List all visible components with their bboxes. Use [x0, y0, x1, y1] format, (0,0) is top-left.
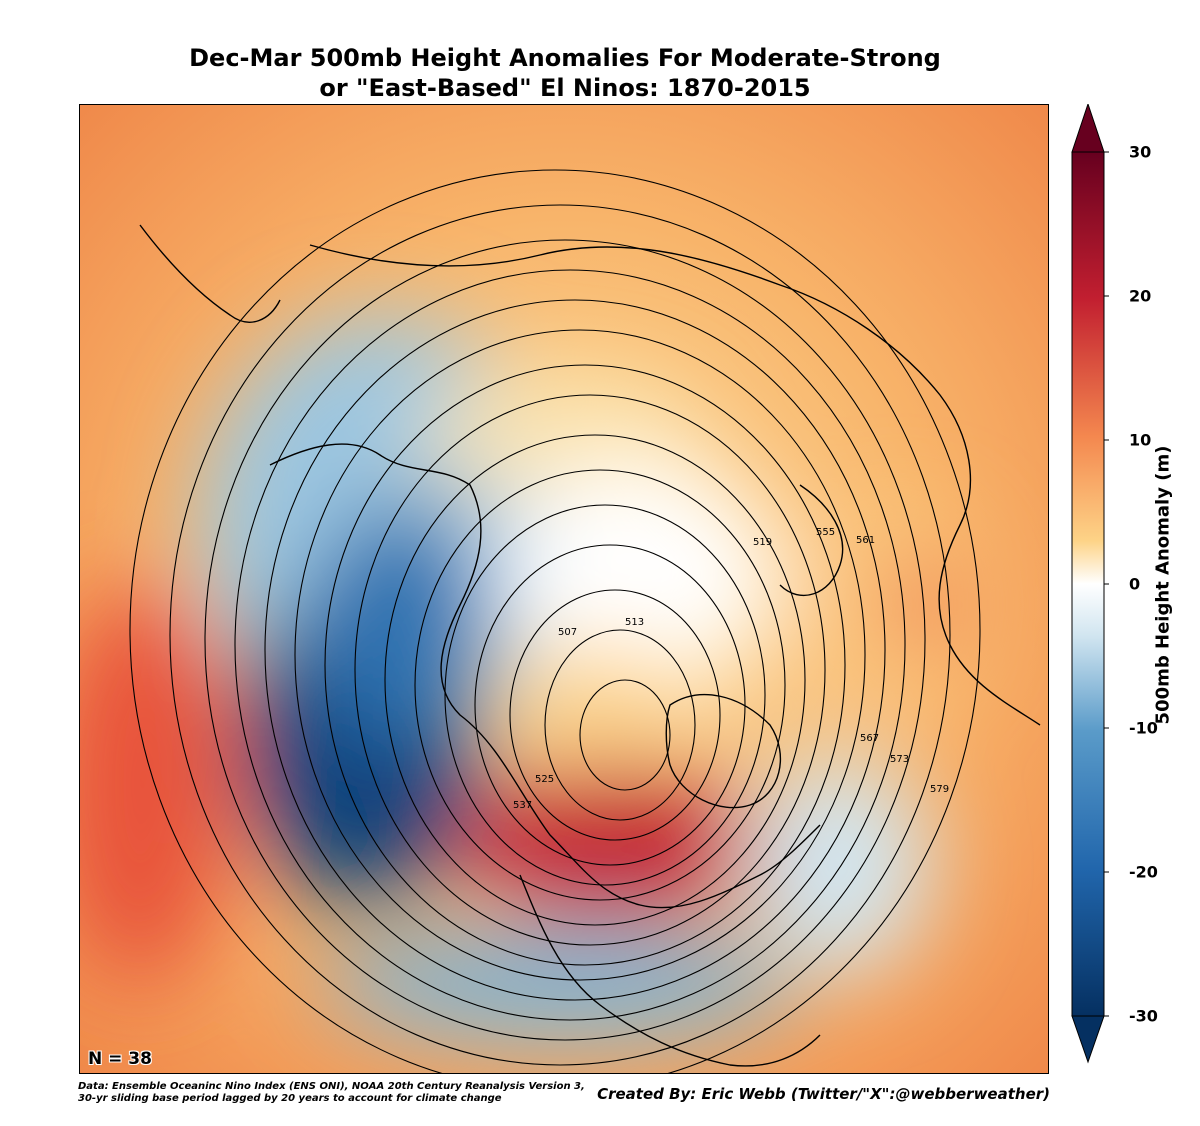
kamchatka-outline — [139, 224, 281, 323]
colorbar-tick-label: -30 — [1129, 1006, 1158, 1026]
contour-line — [234, 269, 906, 1021]
height-contours — [129, 169, 981, 1073]
data-source-note: Data: Ensemble Oceaninc Nino Index (ENS … — [78, 1081, 585, 1105]
contour-line — [384, 434, 806, 926]
eurasia-north-coast — [309, 244, 1041, 726]
arctic-neutral-area — [500, 465, 780, 685]
map-title-line1: Dec-Mar 500mb Height Anomalies For Moder… — [189, 44, 941, 72]
contour-label: 519 — [753, 537, 772, 548]
sample-size-label: N = 38 — [88, 1049, 152, 1069]
arctic-warm-area — [510, 645, 690, 765]
contour-line — [414, 469, 786, 901]
author-credit: Created By: Eric Webb (Twitter/"X":@webb… — [597, 1085, 1050, 1103]
contour-label: 573 — [890, 754, 909, 765]
anomaly-blobs — [80, 315, 980, 1040]
contour-label: 561 — [856, 535, 875, 546]
coastlines — [139, 224, 1041, 1067]
colorbar-min-extension — [1071, 1015, 1105, 1064]
colorbar-max-extension — [1071, 102, 1105, 153]
contour-label: 555 — [816, 527, 835, 538]
contour-labels: 507 513 519 525 537 555 561 567 573 579 — [513, 527, 949, 811]
data-source-line1: Data: Ensemble Oceaninc Nino Index (ENS … — [78, 1081, 585, 1092]
contour-line — [129, 169, 981, 1073]
us-cool-anomaly — [320, 930, 800, 1040]
scandinavia-outline — [779, 484, 844, 596]
contour-line — [509, 589, 721, 841]
canada-warm-anomaly — [460, 770, 760, 920]
contour-label: 525 — [535, 774, 554, 785]
contour-line — [579, 679, 671, 791]
anomaly-map-svg: 507 513 519 525 537 555 561 567 573 579 — [80, 105, 1048, 1073]
anomaly-map: 507 513 519 525 537 555 561 567 573 579 … — [79, 104, 1049, 1074]
contour-line — [544, 629, 696, 821]
contour-label: 507 — [558, 627, 577, 638]
europe-warm-area — [870, 555, 970, 655]
north-america-west-coast — [519, 874, 821, 1067]
contour-line — [444, 504, 766, 886]
colorbar-svg — [1071, 102, 1109, 1064]
contour-line — [264, 299, 886, 1001]
colorbar-axis-label: 500mb Height Anomaly (m) — [1152, 445, 1174, 725]
map-title-line2: or "East-Based" El Ninos: 1870-2015 — [319, 74, 811, 102]
contour-line — [294, 329, 866, 981]
contour-line — [324, 364, 846, 966]
north-america-arctic-coast — [269, 443, 821, 909]
contour-label: 513 — [625, 617, 644, 628]
colorbar-gradient — [1071, 151, 1105, 1017]
contour-line — [354, 394, 826, 946]
greenland-outline — [665, 693, 782, 809]
contour-label: 537 — [513, 800, 532, 811]
contour-label: 579 — [930, 784, 949, 795]
east-asia-neutral — [420, 375, 700, 495]
colorbar-tick-label: 10 — [1129, 430, 1152, 450]
contour-line — [169, 204, 951, 1066]
colorbar-tick-label: 0 — [1129, 574, 1141, 594]
data-source-line2: 30-yr sliding base period lagged by 20 y… — [78, 1093, 502, 1104]
contour-line — [204, 239, 926, 1041]
colorbar-tick-label: -10 — [1129, 718, 1158, 738]
colorbar-tick-label: -20 — [1129, 862, 1158, 882]
colorbar-tick-label: 30 — [1129, 142, 1152, 162]
colorbar-tick-marks — [1104, 151, 1109, 1017]
contour-label: 567 — [860, 733, 879, 744]
colorbar: 30 20 10 0 -10 -20 -30 — [1068, 102, 1200, 1064]
colorbar-tick-label: 20 — [1129, 286, 1152, 306]
